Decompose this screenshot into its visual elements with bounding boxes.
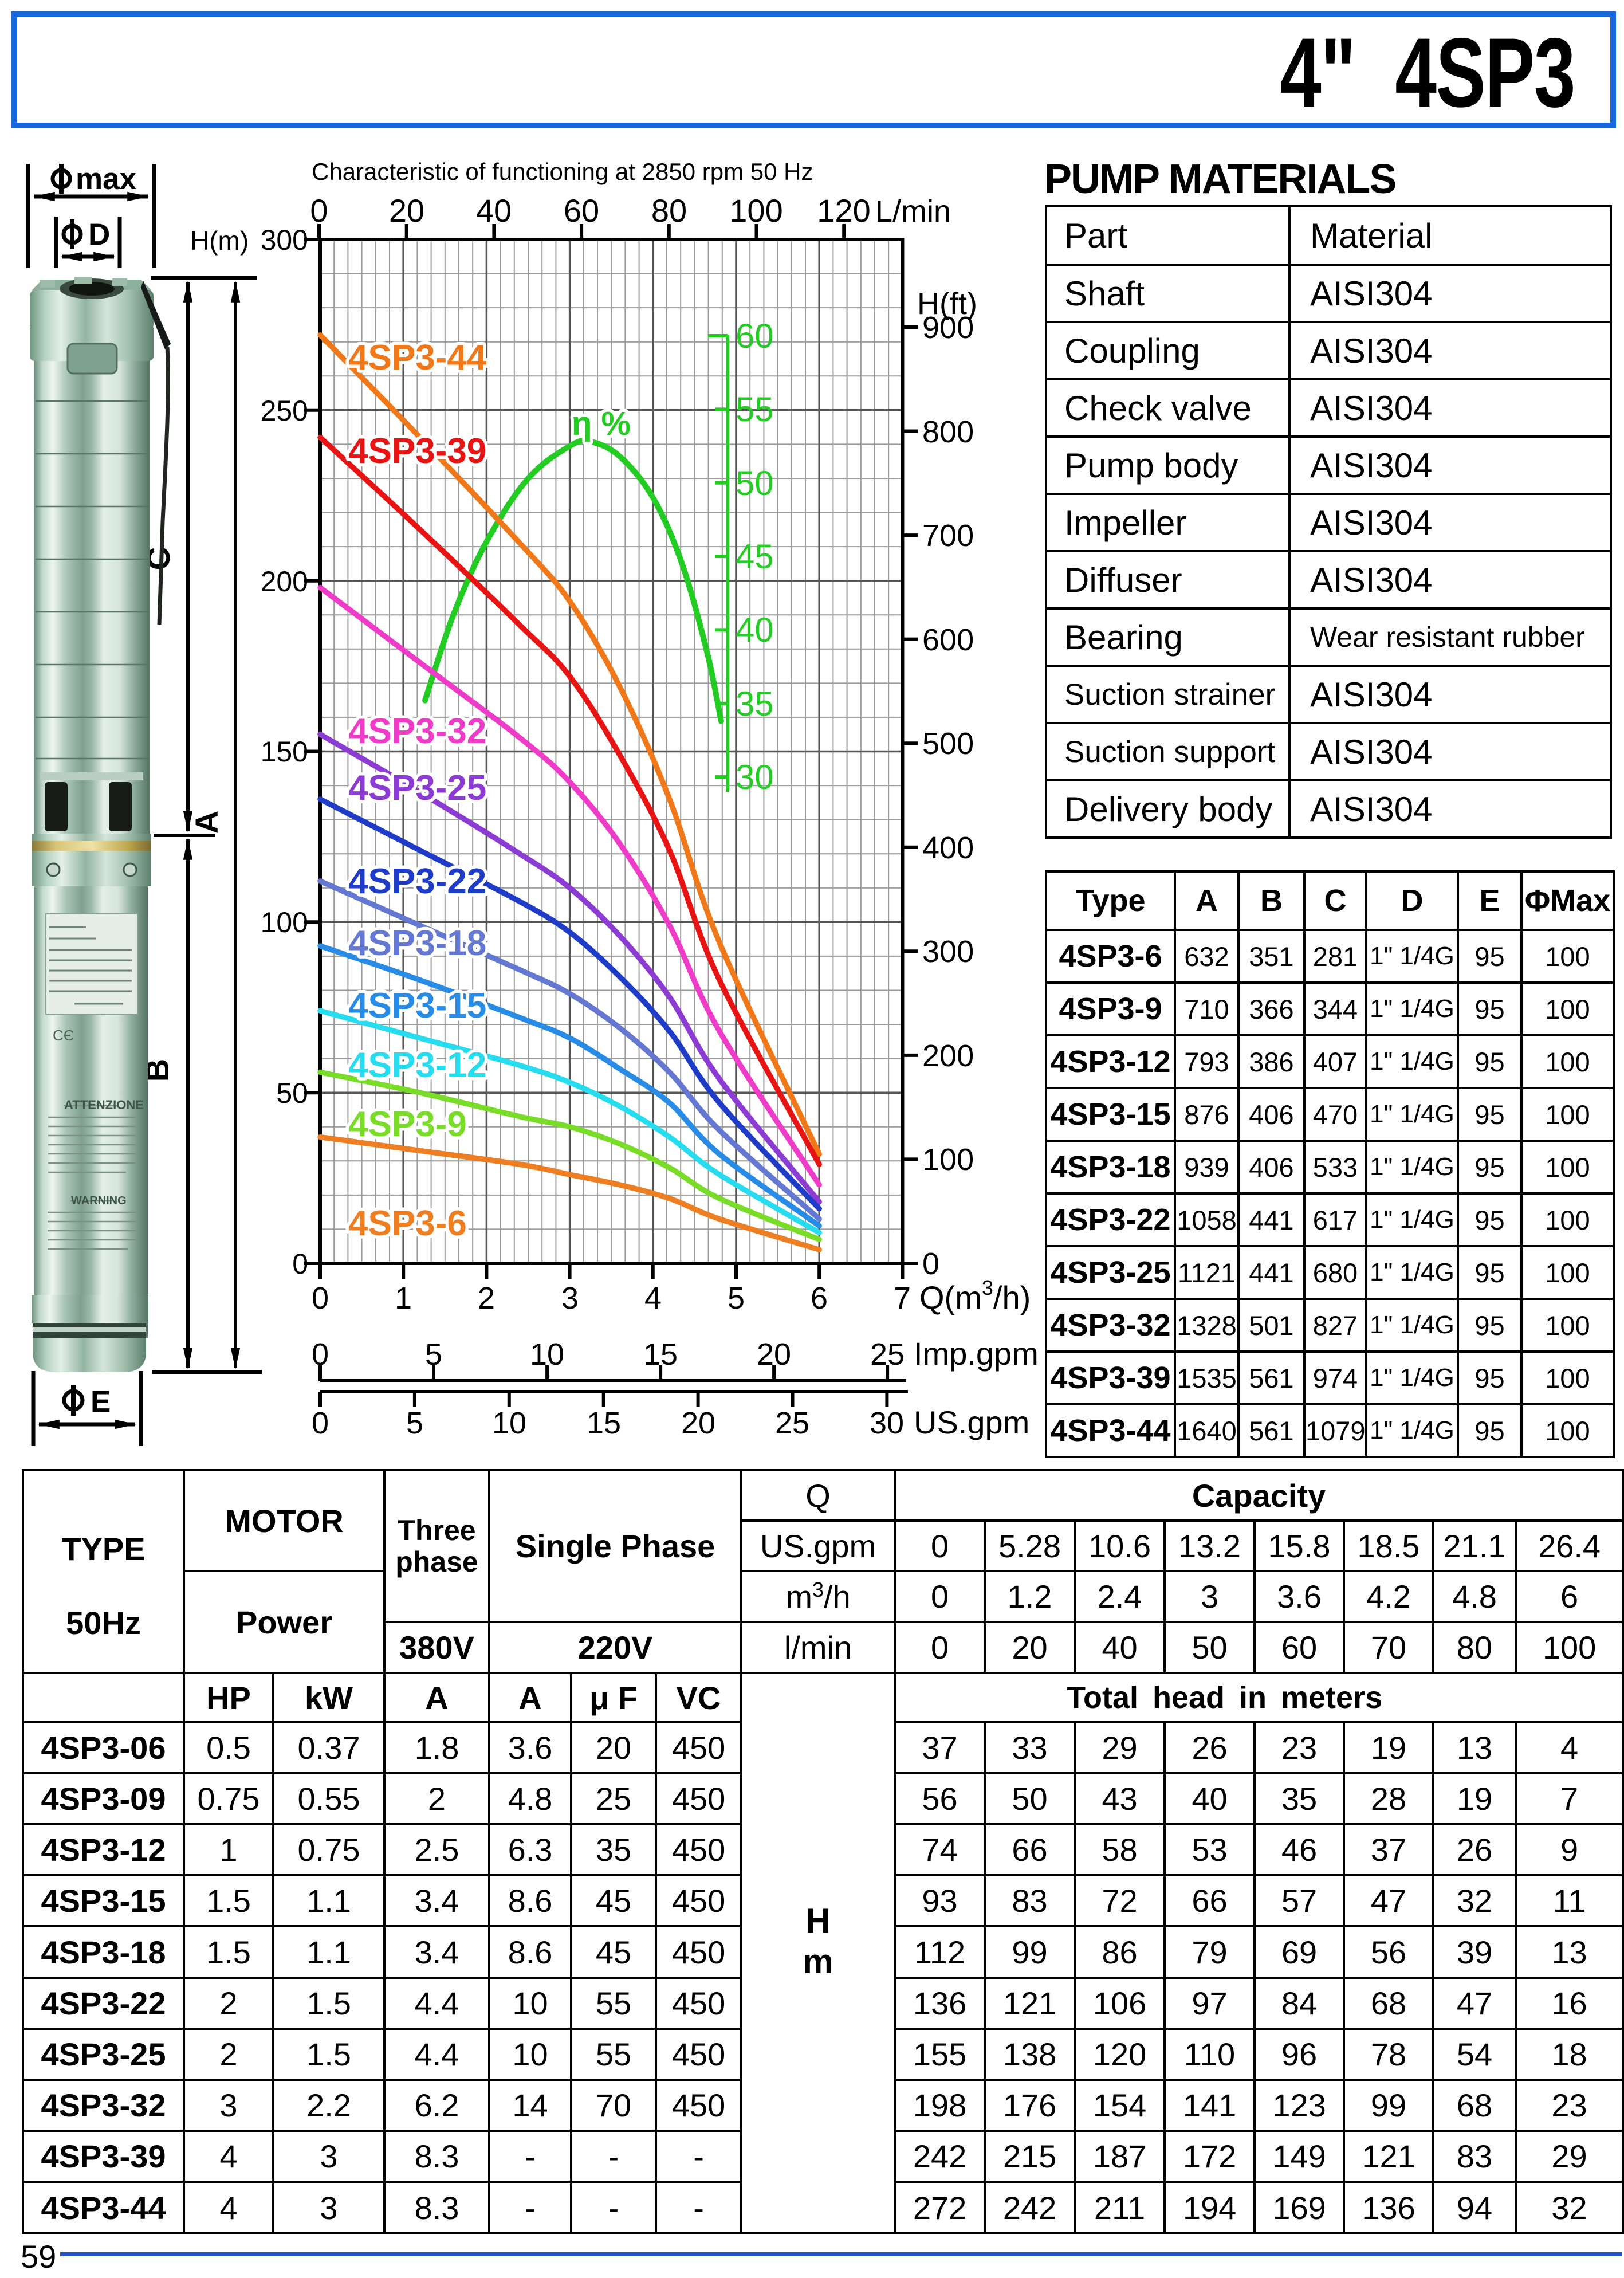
svg-text:80: 80 [651, 193, 687, 229]
svg-text:1: 1 [395, 1281, 412, 1315]
svg-text:Characteristic of functioning: Characteristic of functioning at 2850 rp… [312, 158, 813, 185]
svg-text:H(ft): H(ft) [917, 286, 977, 321]
svg-text:300: 300 [922, 934, 974, 969]
svg-text:ATTENZIONE: ATTENZIONE [64, 1098, 144, 1112]
svg-text:L/min: L/min [875, 194, 951, 229]
svg-text:35: 35 [736, 685, 774, 723]
svg-text:20: 20 [389, 193, 424, 229]
svg-text:25: 25 [775, 1406, 809, 1440]
svg-text:D: D [88, 218, 110, 252]
svg-text:0: 0 [312, 1406, 329, 1440]
svg-text:400: 400 [922, 831, 974, 865]
svg-text:100: 100 [729, 193, 782, 229]
svg-text:0: 0 [292, 1248, 308, 1280]
svg-text:0: 0 [922, 1247, 939, 1281]
svg-text:5: 5 [406, 1406, 423, 1440]
svg-text:100: 100 [922, 1142, 974, 1177]
svg-text:Q(m3/h): Q(m3/h) [919, 1276, 1031, 1315]
svg-text:4: 4 [644, 1281, 662, 1315]
svg-text:600: 600 [922, 623, 974, 657]
svg-text:0: 0 [312, 1337, 329, 1372]
svg-text:WARNING: WARNING [71, 1195, 127, 1207]
svg-text:6: 6 [811, 1281, 828, 1315]
svg-text:0: 0 [310, 193, 328, 229]
svg-text:55: 55 [736, 390, 774, 429]
svg-text:30: 30 [870, 1406, 904, 1440]
svg-text:0: 0 [312, 1281, 329, 1315]
svg-text:100: 100 [261, 906, 308, 938]
svg-text:120: 120 [817, 193, 870, 229]
svg-text:150: 150 [261, 736, 308, 768]
svg-text:900: 900 [922, 311, 974, 345]
svg-text:15: 15 [643, 1337, 678, 1372]
svg-text:4SP3-18: 4SP3-18 [348, 924, 486, 963]
svg-text:40: 40 [736, 611, 774, 649]
svg-text:10: 10 [530, 1337, 564, 1372]
svg-text:250: 250 [261, 395, 308, 427]
svg-text:40: 40 [476, 193, 512, 229]
svg-text:10: 10 [492, 1406, 526, 1440]
svg-text:CЄ: CЄ [53, 1027, 74, 1044]
svg-text:4SP3-25: 4SP3-25 [348, 768, 486, 808]
svg-text:Imp.gpm: Imp.gpm [914, 1336, 1039, 1372]
svg-text:3: 3 [561, 1281, 579, 1315]
svg-text:50: 50 [736, 464, 774, 502]
svg-text:300: 300 [261, 224, 308, 256]
svg-text:4SP3-6: 4SP3-6 [348, 1204, 467, 1243]
svg-text:5: 5 [425, 1337, 442, 1372]
svg-text:US.gpm: US.gpm [914, 1404, 1029, 1440]
svg-text:60: 60 [736, 317, 774, 355]
svg-text:45: 45 [736, 537, 774, 576]
svg-text:4SP3-9: 4SP3-9 [348, 1105, 467, 1144]
svg-text:25: 25 [870, 1337, 905, 1372]
svg-text:4SP3-15: 4SP3-15 [348, 986, 486, 1026]
svg-text:A: A [188, 811, 225, 834]
svg-text:500: 500 [922, 726, 974, 761]
svg-text:20: 20 [681, 1406, 715, 1440]
svg-text:4SP3-39: 4SP3-39 [348, 431, 486, 471]
svg-text:7: 7 [894, 1281, 911, 1315]
svg-text:4SP3-22: 4SP3-22 [348, 862, 486, 901]
svg-text:60: 60 [564, 193, 599, 229]
svg-text:H(m): H(m) [190, 226, 249, 256]
svg-text:E: E [91, 1385, 111, 1419]
svg-text:4SP3-44: 4SP3-44 [348, 338, 487, 378]
svg-text:5: 5 [728, 1281, 745, 1315]
svg-text:4SP3-32: 4SP3-32 [348, 712, 486, 751]
svg-text:4SP3-12: 4SP3-12 [348, 1046, 486, 1085]
svg-text:700: 700 [922, 519, 974, 553]
svg-text:15: 15 [587, 1406, 621, 1440]
svg-text:20: 20 [757, 1337, 791, 1372]
svg-text:2: 2 [478, 1281, 495, 1315]
svg-text:max: max [76, 162, 137, 196]
svg-text:50: 50 [276, 1077, 308, 1109]
svg-text:30: 30 [736, 758, 774, 796]
svg-text:η %: η % [572, 405, 631, 442]
svg-text:800: 800 [922, 415, 974, 449]
svg-text:200: 200 [922, 1039, 974, 1073]
svg-text:200: 200 [261, 565, 308, 598]
